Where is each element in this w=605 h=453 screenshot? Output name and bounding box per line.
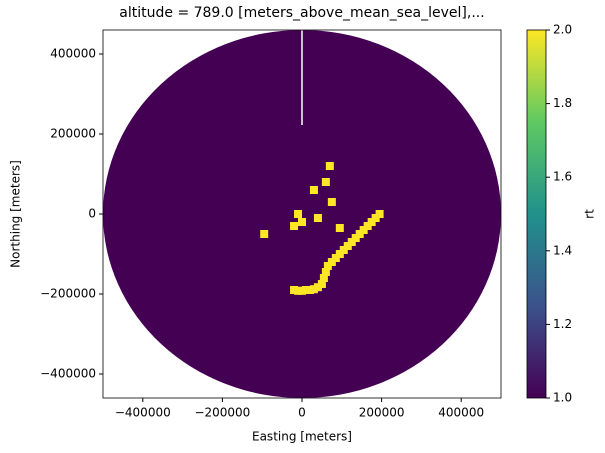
echo-cell xyxy=(294,210,303,218)
echo-cell xyxy=(298,218,306,226)
echo-cell xyxy=(321,178,330,186)
y-tick-label: −400000 xyxy=(40,367,96,381)
colorbar-tick-label: 1.8 xyxy=(553,96,572,110)
echo-cell xyxy=(290,222,299,230)
y-tick-label: 0 xyxy=(88,207,96,221)
echo-cell xyxy=(309,186,318,194)
y-tick-label: −200000 xyxy=(40,287,96,301)
colorbar-label: rt xyxy=(583,209,597,219)
y-tick-label: 400000 xyxy=(50,47,96,61)
echo-cell xyxy=(313,214,322,222)
plot-area xyxy=(103,30,501,398)
echo-cell xyxy=(321,268,330,276)
echo-cell xyxy=(260,230,269,238)
y-tick-label: 200000 xyxy=(50,127,96,141)
colorbar-tick-label: 1.0 xyxy=(553,391,572,405)
x-tick-label: −200000 xyxy=(194,406,250,420)
x-axis-label: Easting [meters] xyxy=(252,430,352,444)
echo-cell xyxy=(319,274,328,282)
colorbar xyxy=(527,30,546,398)
echo-cell xyxy=(317,280,326,288)
colorbar-frame xyxy=(526,29,547,399)
x-tick-label: 400000 xyxy=(438,406,484,420)
x-tick-label: −400000 xyxy=(115,406,171,420)
colorbar-tick-label: 1.2 xyxy=(553,317,572,331)
echo-cell xyxy=(325,162,334,170)
colorbar-tick-label: 2.0 xyxy=(553,23,572,37)
x-tick-label: 0 xyxy=(298,406,306,420)
colorbar-tick-label: 1.6 xyxy=(553,170,572,184)
colorbar-tick-label: 1.4 xyxy=(553,243,572,257)
x-tick-label: 200000 xyxy=(359,406,405,420)
echo-cell xyxy=(335,224,344,232)
y-axis-label: Northing [meters] xyxy=(9,160,23,268)
chart-title: altitude = 789.0 [meters_above_mean_sea_… xyxy=(119,5,484,21)
echo-cell xyxy=(327,198,336,206)
echo-cell xyxy=(375,210,384,218)
